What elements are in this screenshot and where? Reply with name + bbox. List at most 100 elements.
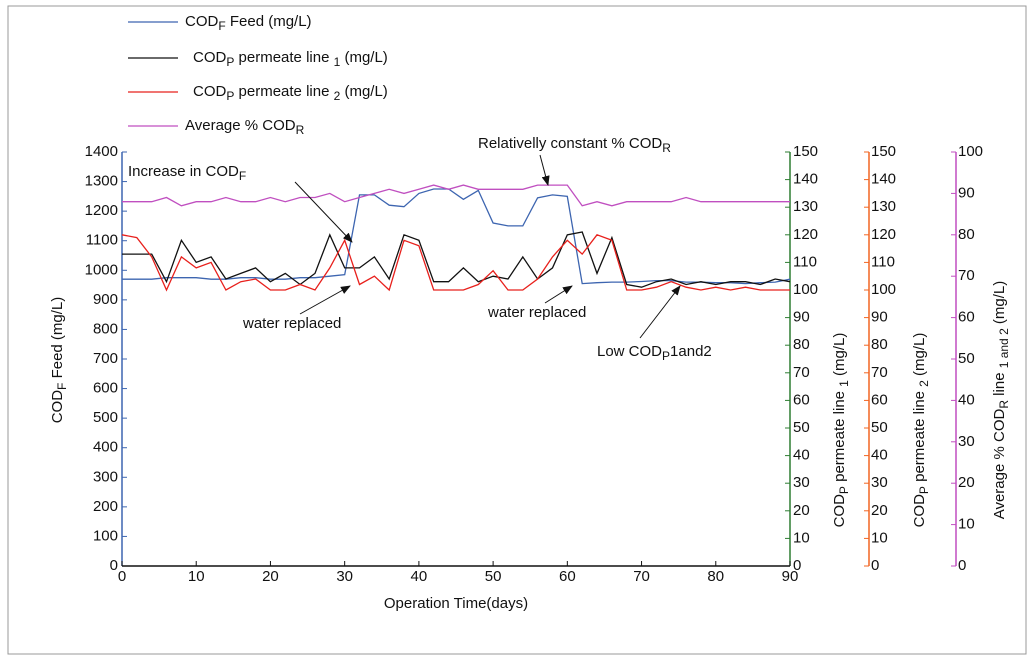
y-tick-label: 70	[958, 267, 975, 284]
y-tick-label: 100	[793, 281, 818, 298]
y-tick-label: 300	[93, 468, 118, 485]
text-part: Low COD	[597, 343, 662, 360]
text-part: R	[997, 400, 1011, 409]
text-part: water replaced	[487, 304, 586, 321]
y-tick-label: 50	[793, 419, 810, 436]
y-tick-label: 110	[871, 253, 895, 270]
y-tick-label: 130	[793, 198, 818, 215]
y-tick-label: 50	[958, 350, 975, 367]
series-line	[122, 231, 791, 288]
annotation-arrow	[294, 181, 353, 243]
y-tick-label: 130	[871, 198, 896, 215]
y-axis-title: CODP permeate line 1 (mg/L)	[831, 333, 851, 528]
text-part: 2	[334, 89, 341, 103]
y-tick-label: 140	[871, 171, 896, 188]
annotation: Low CODP1and2	[597, 343, 712, 363]
annotation-arrow	[299, 285, 351, 315]
y-tick-label: 30	[793, 474, 810, 491]
y-tick-label: 40	[793, 447, 810, 464]
annotation-arrow	[539, 154, 550, 186]
series-line	[121, 234, 790, 292]
x-tick-label: 20	[262, 568, 279, 585]
text-part: Average % COD	[185, 117, 296, 134]
x-tick-label: 70	[633, 568, 650, 585]
text-part: (mg/L)	[911, 333, 928, 381]
text-part: P	[662, 349, 670, 363]
y-tick-label: 10	[793, 529, 810, 546]
annotation: Relativelly constant % CODR	[478, 135, 671, 155]
x-tick-label: 10	[188, 568, 205, 585]
text-part: 1 and 2	[997, 328, 1011, 368]
annotation: water replaced	[487, 304, 586, 321]
x-tick-label: 40	[411, 568, 428, 585]
x-tick-label: 30	[336, 568, 353, 585]
frame	[7, 5, 1027, 655]
text-part: 1	[334, 55, 341, 69]
y-tick-label: 140	[793, 171, 818, 188]
text-part: 1and2	[670, 343, 712, 360]
x-tick-label: 50	[485, 568, 502, 585]
text-part: line	[991, 368, 1008, 400]
text-part: Feed (mg/L)	[49, 297, 66, 383]
text-part: permeate line	[234, 49, 333, 66]
y-tick-label: 0	[958, 557, 966, 574]
y-tick-label: 0	[793, 557, 801, 574]
text-part: Increase in COD	[128, 163, 239, 180]
y-tick-label: 40	[871, 447, 888, 464]
text-part: Average % COD	[991, 408, 1008, 519]
text-part: F	[55, 383, 69, 390]
y-tick-label: 120	[793, 226, 818, 243]
y-tick-label: 100	[93, 527, 118, 544]
y-tick-label: 150	[871, 143, 896, 160]
y-tick-label: 70	[793, 364, 810, 381]
text-part: COD	[911, 494, 928, 528]
y-axis-title: CODF Feed (mg/L)	[49, 297, 69, 424]
y-tick-label: 200	[93, 498, 118, 515]
y-tick-label: 120	[871, 226, 896, 243]
y-tick-label: 500	[93, 409, 118, 426]
series-line	[122, 188, 791, 285]
annotation-arrow	[544, 285, 573, 304]
y-tick-label: 0	[110, 557, 118, 574]
y-tick-label: 80	[958, 226, 975, 243]
y-tick-label: 90	[871, 309, 888, 326]
y-tick-label: 110	[793, 253, 817, 270]
annotation-arrow	[639, 285, 681, 339]
y-tick-label: 50	[871, 419, 888, 436]
text-part: COD	[185, 13, 219, 30]
y-tick-label: 600	[93, 380, 118, 397]
text-part: (mg/L)	[831, 333, 848, 381]
y-tick-label: 800	[93, 320, 118, 337]
legend-label: Average % CODR	[185, 117, 305, 137]
y-tick-label: 150	[793, 143, 818, 160]
y-tick-label: 1400	[85, 143, 118, 160]
y-axis-title: Average % CODR line 1 and 2 (mg/L)	[991, 281, 1011, 520]
annotation: Increase in CODF	[128, 163, 246, 183]
y-tick-label: 1200	[85, 202, 118, 219]
text-part: (mg/L)	[340, 49, 388, 66]
text-part: P	[226, 55, 234, 69]
text-part: COD	[49, 390, 66, 424]
text-part: permeate line	[831, 387, 848, 486]
y-tick-label: 40	[958, 391, 975, 408]
y-tick-label: 1300	[85, 173, 118, 190]
series-line	[122, 184, 790, 207]
x-tick-label: 80	[707, 568, 724, 585]
x-tick-label: 0	[118, 568, 126, 585]
text-part: (mg/L)	[991, 281, 1008, 329]
y-tick-label: 20	[871, 502, 888, 519]
y-tick-label: 400	[93, 439, 118, 456]
y-tick-label: 60	[871, 391, 888, 408]
y-tick-label: 80	[793, 336, 810, 353]
text-part: P	[917, 486, 931, 494]
y-tick-label: 60	[958, 309, 975, 326]
y-tick-label: 1100	[86, 232, 118, 249]
text-part: 2	[917, 380, 931, 387]
y-tick-label: 100	[871, 281, 896, 298]
y-tick-label: 1000	[85, 261, 118, 278]
legend-label: CODP permeate line 1 (mg/L)	[193, 49, 388, 69]
y-tick-label: 60	[793, 391, 810, 408]
text-part: 1	[837, 380, 851, 387]
y-tick-label: 20	[958, 474, 975, 491]
